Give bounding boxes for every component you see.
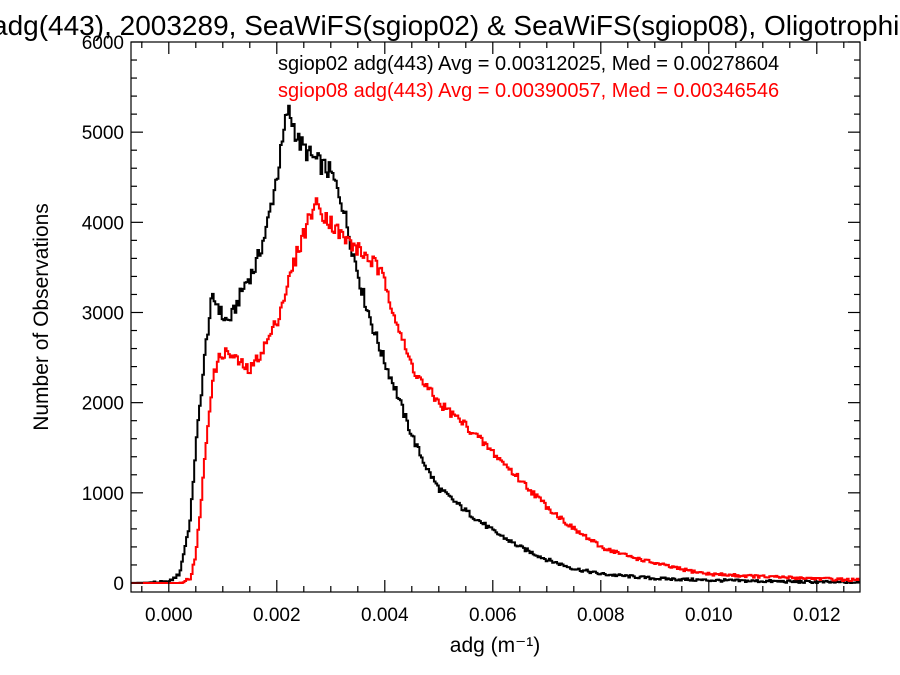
plot-frame [130,41,861,593]
y-axis: 0 1000 2000 3000 4000 5000 6000 [82,33,860,595]
y-tick-label: 2000 [82,394,124,415]
plot-area [131,104,860,584]
x-axis: 0.000 0.002 0.004 0.006 0.008 0.010 0.012 [141,42,845,626]
legend-entry-sgiop08: sgiop08 adg(443) Avg = 0.00390057, Med =… [278,80,779,102]
x-tick-label: 0.004 [361,605,409,626]
y-tick-label: 1000 [82,484,124,505]
x-tick-label: 0.000 [145,605,193,626]
y-tick-label: 0 [113,574,124,595]
y-tick-label: 5000 [82,123,124,144]
y-tick-label: 3000 [82,303,124,324]
y-axis-label: Number of Observations [30,203,53,431]
y-tick-label: 6000 [82,33,124,54]
x-axis-label: adg (m⁻¹) [450,634,540,657]
x-tick-label: 0.012 [793,605,841,626]
x-tick-label: 0.002 [253,605,301,626]
x-tick-label: 0.008 [577,605,625,626]
y-tick-label: 4000 [82,213,124,234]
series-line-sgiop08 [131,197,860,584]
x-tick-label: 0.006 [469,605,517,626]
series-line-sgiop02 [131,104,860,584]
legend-entry-sgiop02: sgiop02 adg(443) Avg = 0.00312025, Med =… [278,53,779,75]
chart-title: adg(443), 2003289, SeaWiFS(sgiop02) & Se… [0,10,900,41]
x-tick-label: 0.010 [685,605,733,626]
